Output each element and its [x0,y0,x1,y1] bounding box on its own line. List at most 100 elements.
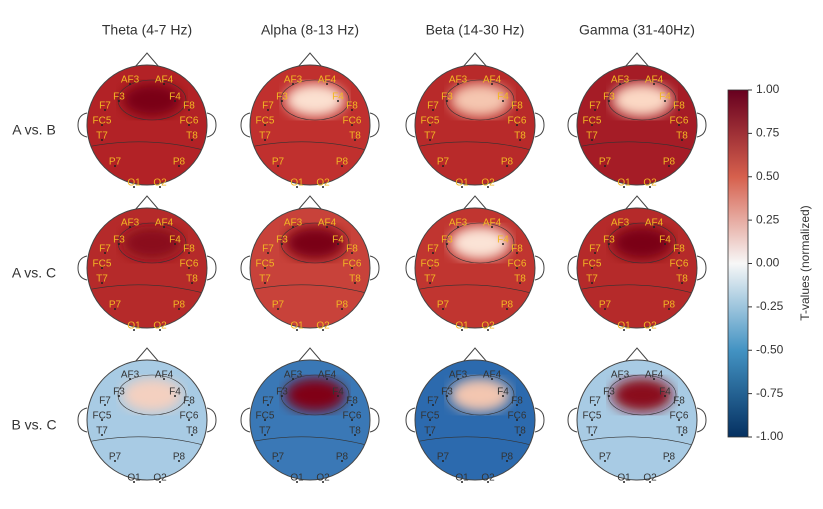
topo-contour [577,284,697,295]
electrode-label: AF3 [611,75,630,86]
electrode [461,481,463,483]
electrode-label: F4 [659,235,671,246]
electrode [502,395,504,397]
electrode-label: F7 [589,101,601,112]
colorbar-tick-label: 0.75 [756,126,780,140]
topo-fill [87,208,207,328]
electrode-label: T7 [424,274,436,285]
electrode-label: F7 [99,396,111,407]
electrode [649,186,651,188]
electrode [174,395,176,397]
electrode [326,226,328,228]
topo-fill [415,360,535,480]
electrode [322,186,324,188]
electrode-label: F7 [262,396,274,407]
electrode-label: AF3 [449,370,468,381]
electrode [668,308,670,310]
electrode [163,378,165,380]
electrode-label: AF3 [121,218,140,229]
nose [624,52,650,68]
topomap: AF3 AF4 F3 F4 F7 F8 FC5 FC6 T7 T8 P7 P8 O1 O2 [77,347,217,484]
electrode [594,252,596,254]
electrode-label: T7 [586,426,598,437]
electrode [619,226,621,228]
electrode-label: FC5 [421,116,440,127]
column-title: Beta (14-30 Hz) [426,22,525,38]
electrode [101,282,103,284]
ear [567,255,578,281]
electrode-label: F4 [332,387,344,398]
electrode [322,329,324,331]
ear [696,112,707,138]
electrode [591,419,593,421]
ear [696,407,707,433]
electrode [429,124,431,126]
electrode [623,481,625,483]
topo-blob [122,378,182,412]
electrode [174,243,176,245]
topo-fill [87,65,207,185]
topomap: AF3 AF4 F3 F4 F7 F8 FC5 FC6 T7 T8 P7 P8 O1 O2 [567,347,707,484]
nose [297,347,323,363]
electrode-label: AF4 [155,370,174,381]
column-title: Alpha (8-13 Hz) [261,22,359,38]
electrode-label: T7 [586,274,598,285]
topo-blob [285,226,345,260]
electrode [101,434,103,436]
electrode-label: F7 [427,396,439,407]
electrode [591,124,593,126]
electrode [341,308,343,310]
electrode [264,124,266,126]
electrode [516,124,518,126]
electrode [623,329,625,331]
electrode [678,267,680,269]
electrode [442,460,444,462]
electrode-label: AF3 [611,218,630,229]
ear [77,112,88,138]
electrode [267,109,269,111]
electrode-label: O1 [617,473,631,484]
electrode [114,165,116,167]
electrode-label: F8 [346,244,358,255]
electrode-label: F3 [276,387,288,398]
electrode [133,329,135,331]
electrode-label: O1 [290,178,304,189]
topo-blob [122,226,182,260]
electrode-label: P8 [173,157,186,168]
row-label: A vs. C [12,265,56,281]
electrode-label: F7 [427,244,439,255]
electrode [491,378,493,380]
electrode-label: F3 [441,235,453,246]
electrode-label: P8 [336,157,349,168]
electrode [653,378,655,380]
electrode-label: P7 [437,300,450,311]
head-outline [249,207,371,329]
electrode [296,186,298,188]
electrode [491,83,493,85]
electrode-label: P7 [109,157,122,168]
ear [534,407,545,433]
electrode-label: F7 [427,101,439,112]
electrode [487,186,489,188]
topo-contour [577,436,697,447]
electrode-label: O1 [455,321,469,332]
ear [405,255,416,281]
electrode [432,109,434,111]
electrode-label: F7 [589,244,601,255]
electrode-label: F3 [276,235,288,246]
electrode-label: T8 [676,426,688,437]
colorbar-tick-label: -0.75 [756,386,784,400]
electrode [264,267,266,269]
electrode-label: AF4 [318,218,337,229]
electrode [519,282,521,284]
topo-blob [285,83,345,117]
electrode-label: F7 [262,101,274,112]
electrode-label: FC5 [93,411,112,422]
electrode [281,395,283,397]
ear [567,407,578,433]
electrode [516,109,518,111]
electrode [264,419,266,421]
electrode-label: F3 [603,92,615,103]
electrode [341,460,343,462]
electrode-label: T7 [96,426,108,437]
